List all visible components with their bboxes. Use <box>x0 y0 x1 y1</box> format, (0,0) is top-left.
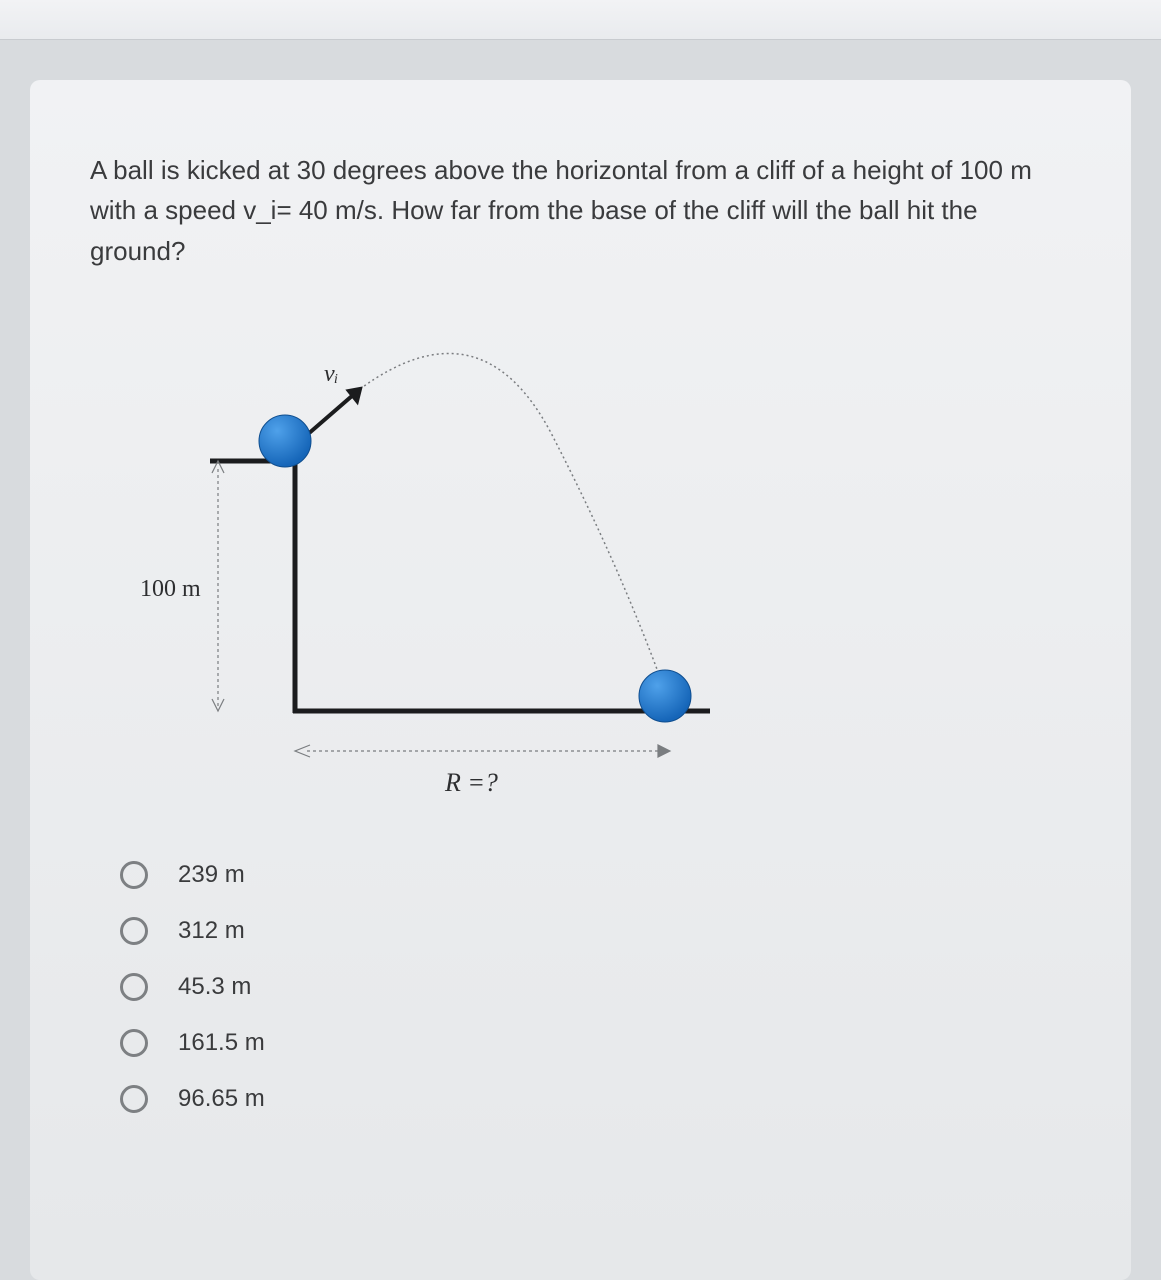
option-label: 161.5 m <box>178 1029 265 1057</box>
radio-icon[interactable] <box>120 1085 148 1113</box>
option-0[interactable]: 239 m <box>120 861 1071 889</box>
radio-icon[interactable] <box>120 917 148 945</box>
velocity-label: vᵢ <box>324 361 338 387</box>
question-text: A ball is kicked at 30 degrees above the… <box>90 150 1070 271</box>
option-label: 239 m <box>178 861 245 889</box>
radio-icon[interactable] <box>120 1029 148 1057</box>
range-dimension <box>295 745 670 757</box>
height-dimension <box>212 461 224 711</box>
range-label: R =? <box>444 768 498 797</box>
option-3[interactable]: 161.5 m <box>120 1029 1071 1057</box>
top-bar <box>0 0 1161 40</box>
option-label: 96.65 m <box>178 1085 265 1113</box>
projectile-diagram: 100 m vᵢ R =? <box>110 311 750 831</box>
option-4[interactable]: 96.65 m <box>120 1085 1071 1113</box>
option-label: 45.3 m <box>178 973 251 1001</box>
cliff <box>210 459 710 713</box>
ball-launch <box>259 415 311 467</box>
option-label: 312 m <box>178 917 245 945</box>
radio-icon[interactable] <box>120 861 148 889</box>
trajectory-path <box>360 353 665 691</box>
option-2[interactable]: 45.3 m <box>120 973 1071 1001</box>
question-card: A ball is kicked at 30 degrees above the… <box>30 80 1131 1280</box>
ball-land <box>639 670 691 722</box>
answer-options: 239 m 312 m 45.3 m 161.5 m 96.65 m <box>120 861 1071 1113</box>
radio-icon[interactable] <box>120 973 148 1001</box>
diagram-svg: 100 m vᵢ R =? <box>110 311 750 831</box>
option-1[interactable]: 312 m <box>120 917 1071 945</box>
height-label: 100 m <box>140 576 201 602</box>
